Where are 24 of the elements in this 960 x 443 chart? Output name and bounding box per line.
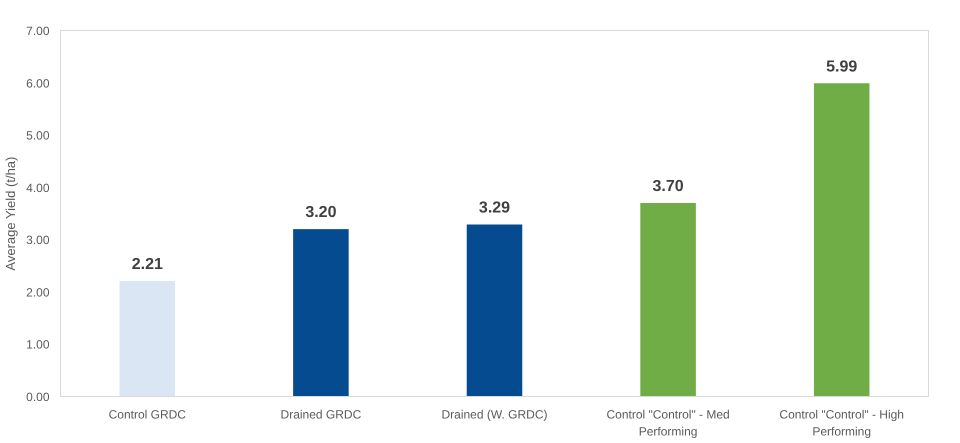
bar (466, 224, 522, 396)
y-tick-label: 3.00 (26, 233, 50, 248)
x-tick-label: Control GRDC (108, 408, 186, 422)
bar (640, 203, 696, 396)
y-tick-label: 2.00 (26, 285, 50, 300)
y-tick-label: 7.00 (26, 24, 50, 38)
x-tick-label: Control "Control" - High Performing (779, 408, 904, 438)
bar (814, 83, 870, 396)
data-label: 2.21 (132, 256, 163, 273)
data-label: 3.20 (305, 204, 337, 222)
x-tick-label: Control "Control" - Med Performing (606, 408, 730, 438)
x-tick-label: Drained GRDC (280, 408, 362, 422)
x-tick-label: Drained (W. GRDC) (441, 408, 548, 422)
y-tick-label: 1.00 (26, 338, 50, 352)
y-tick-label: 4.00 (26, 180, 50, 195)
data-label: 3.29 (478, 199, 510, 216)
y-tick-label: 6.00 (26, 76, 50, 90)
data-label: 5.99 (826, 58, 858, 76)
data-label: 3.70 (652, 178, 684, 196)
bar (293, 229, 349, 396)
y-tick-label: 5.00 (26, 128, 50, 143)
y-tick-label: 0.00 (26, 390, 50, 404)
bar (120, 280, 176, 396)
y-axis-title: Average Yield (t/ha) (3, 156, 18, 271)
